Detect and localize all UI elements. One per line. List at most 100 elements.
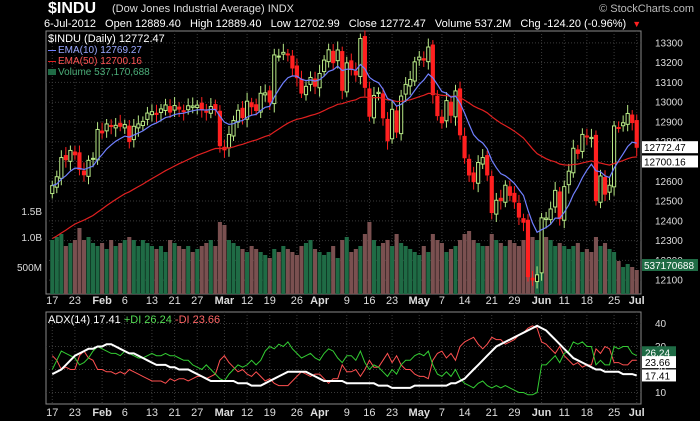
candle-body [167,106,173,113]
volume-bar [340,240,345,294]
volume-bar [521,240,526,294]
time-tick-label: Jul [629,407,645,419]
candle-body [435,95,440,117]
candle-body [254,104,259,111]
volume-bar [335,258,340,294]
volume-bar [113,246,118,294]
volume-bar [557,243,562,294]
volume-bar [498,243,503,294]
adx-line [51,324,637,389]
candle-body [335,49,340,62]
price-tick-label: 12500 [655,197,683,208]
volume-bar [109,240,114,294]
time-tick-label: 9 [344,295,350,307]
volume-bar [199,246,204,294]
volume-bar [612,252,617,294]
candle-body [353,70,358,76]
volume-bar [95,246,100,294]
volume-bar [331,246,336,294]
volume-bar [344,237,349,294]
volume-bar [489,234,494,294]
volume-bar [177,246,182,294]
ema50-value-tag: 12700.16 [644,157,686,168]
volume-bar [580,252,585,294]
pdi-value-tag: 26.24 [645,348,670,359]
pdi-line [51,341,637,396]
candle-body [448,101,454,116]
candle-body [290,55,295,69]
candle-body [480,157,485,165]
time-tick-label: 11 [559,295,570,307]
volume-bar [303,243,309,294]
adx-legend-mdi: -DI 23.66 [174,314,221,326]
candle-body [140,120,145,127]
candle-body [621,122,626,127]
candle-body [231,120,236,137]
candle-body [444,100,449,122]
volume-bar [385,240,390,294]
candle-body [412,61,417,82]
volume-bar [245,252,250,294]
candle-body [258,92,263,113]
time-tick-label: 14 [458,295,470,307]
volume-bar [566,249,571,294]
candle-body [349,60,354,71]
adx-value-tag-bg [642,369,676,382]
volume-bar [371,240,376,294]
time-tick-label: 16 [363,295,375,307]
volume-bar [145,243,150,294]
volume-tick-label: 500M [17,263,42,274]
time-tick-label: 27 [191,407,203,419]
candle-body [122,124,127,129]
volume-bar [602,243,608,294]
candle-body [95,128,100,161]
volume-bar [81,240,87,294]
candle-body [580,133,585,152]
candle-body [172,105,177,111]
volume-bar [186,246,191,294]
volume-bar [376,246,381,294]
candle-body [630,114,635,124]
volume-bar [63,246,68,294]
volume-bar [317,252,322,294]
volume-bar [485,246,490,294]
volume-bar [367,222,372,294]
volume-bar [562,246,567,294]
price-tick-label: 13200 [655,58,683,69]
candle-body [195,104,200,109]
time-tick-label: 23 [386,407,398,419]
volume-bar [349,252,354,294]
volume-bar [462,234,467,294]
volume-bar [426,252,431,294]
time-tick-label: 19 [264,295,276,307]
volume-bar [276,252,281,294]
volume-bar [231,243,236,294]
candle-body [389,108,395,140]
volume-tick-label: 1.5B [21,207,42,218]
quote-open: Open 12889.40 [105,18,181,30]
volume-bar [503,246,508,294]
candle-body [312,78,318,87]
volume-bar [353,249,358,294]
volume-bar [575,243,580,294]
candle-body [358,38,363,77]
adx-tick-label: 40 [655,319,667,330]
volume-bar [217,222,222,294]
candle-body [235,109,241,123]
volume-bar [544,237,549,294]
candle-body [471,172,476,183]
volume-bar [136,246,141,294]
candle-body [109,125,114,128]
volume-bar [294,255,299,294]
volume-bar [471,240,476,294]
volume-bar [258,252,263,294]
candle-body [136,123,141,129]
volume-bar [158,246,164,294]
candle-body [525,219,531,278]
time-tick-label: 18 [581,295,593,307]
candle-body [104,123,109,132]
price-tick-label: 12900 [655,117,683,128]
time-tick-label: 19 [264,407,276,419]
time-tick-label: 9 [344,407,350,419]
